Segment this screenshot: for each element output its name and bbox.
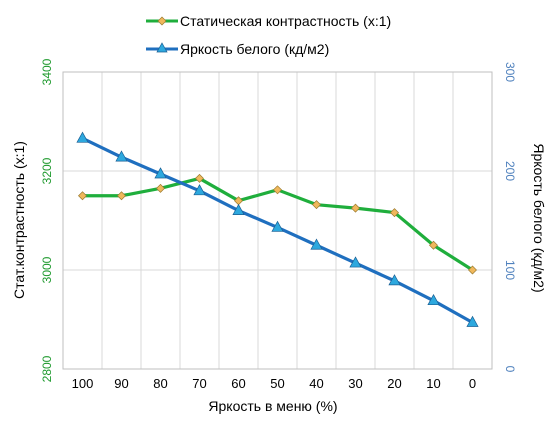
left-tick-label: 2800 — [40, 355, 54, 382]
legend-brightness-marker — [156, 42, 168, 53]
left-axis-ticks: 2800 3000 3200 3400 — [40, 58, 54, 382]
right-axis-title: Яркость белого (кд/м2) — [531, 143, 547, 292]
data-point — [78, 191, 87, 201]
legend-item-contrast: Статическая контрастность (х:1) — [146, 13, 391, 29]
data-point — [193, 184, 206, 196]
x-axis-title: Яркость в меню (%) — [208, 398, 337, 414]
data-point — [351, 203, 360, 213]
data-point — [310, 238, 323, 250]
legend-contrast-marker — [157, 16, 167, 26]
x-tick-label: 40 — [309, 376, 323, 391]
data-point — [271, 220, 284, 232]
right-tick-label: 100 — [503, 260, 517, 280]
series-layer — [76, 131, 479, 327]
data-point — [390, 208, 399, 218]
left-axis-title: Стат.контрастность (х:1) — [11, 141, 27, 299]
data-point — [195, 173, 204, 183]
x-tick-label: 70 — [192, 376, 206, 391]
data-point — [154, 167, 167, 179]
data-point — [156, 183, 165, 193]
data-point — [468, 265, 477, 275]
legend-item-brightness: Яркость белого (кд/м2) — [146, 41, 329, 57]
data-point — [349, 256, 362, 268]
right-tick-label: 0 — [503, 366, 517, 373]
x-tick-label: 0 — [469, 376, 476, 391]
x-tick-label: 50 — [270, 376, 284, 391]
x-tick-label: 30 — [348, 376, 362, 391]
right-axis-ticks: 0 100 200 300 — [503, 62, 517, 373]
data-point — [429, 240, 438, 250]
right-tick-label: 200 — [503, 161, 517, 181]
x-tick-label: 100 — [72, 376, 94, 391]
data-point — [232, 203, 245, 215]
left-tick-label: 3200 — [40, 157, 54, 184]
data-point — [312, 200, 321, 210]
data-point — [273, 185, 282, 195]
right-tick-label: 300 — [503, 62, 517, 82]
left-tick-label: 3400 — [40, 58, 54, 85]
plot-area — [62, 71, 493, 370]
series-brightness — [76, 131, 479, 327]
left-tick-label: 3000 — [40, 256, 54, 283]
x-tick-label: 80 — [153, 376, 167, 391]
legend-brightness-label: Яркость белого (кд/м2) — [180, 41, 329, 57]
legend-contrast-label: Статическая контрастность (х:1) — [180, 13, 391, 29]
data-point — [388, 274, 401, 286]
gridlines — [62, 71, 493, 370]
data-point — [466, 315, 479, 327]
x-axis-ticks: 100 90 80 70 60 50 40 30 20 10 0 — [72, 376, 476, 391]
x-tick-label: 10 — [426, 376, 440, 391]
series-contrast — [78, 173, 477, 275]
x-tick-label: 20 — [387, 376, 401, 391]
data-point — [115, 150, 128, 162]
data-point — [427, 293, 440, 306]
plot-border — [62, 71, 493, 370]
data-point — [117, 191, 126, 201]
x-tick-label: 90 — [114, 376, 128, 391]
data-point — [76, 131, 89, 143]
x-tick-label: 60 — [231, 376, 245, 391]
legend: Статическая контрастность (х:1) Яркость … — [146, 13, 391, 57]
